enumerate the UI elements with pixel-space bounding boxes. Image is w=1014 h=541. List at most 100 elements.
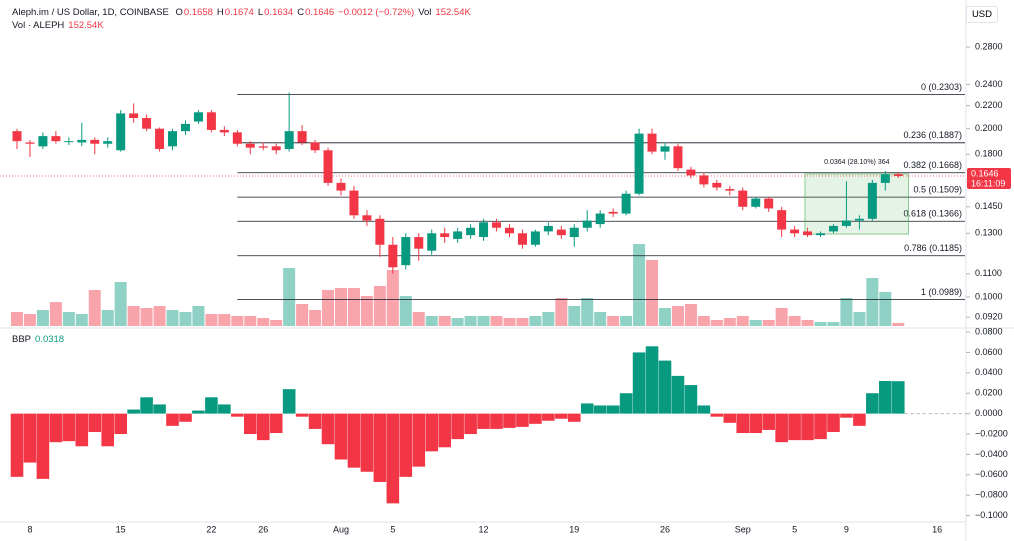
volume-bar <box>892 322 905 326</box>
candle-body <box>349 190 359 216</box>
x-tick-label: 26 <box>660 524 670 534</box>
bbp-bar <box>205 397 218 414</box>
candle-body <box>569 227 579 238</box>
volume-bar <box>335 288 347 326</box>
ohlc-value: 0.1646 <box>305 7 335 18</box>
volume-bar <box>218 314 231 326</box>
bbp-bar <box>218 404 231 414</box>
y-tick-label: 0.0000 <box>975 408 1003 418</box>
bbp-bar <box>334 413 348 460</box>
x-tick-label: 19 <box>569 524 579 534</box>
ohlc-value: 0.1674 <box>224 7 254 18</box>
volume-bar <box>555 298 568 326</box>
volume-bar <box>762 320 775 326</box>
volume-bar <box>11 312 23 326</box>
x-tick-label: 26 <box>258 524 268 534</box>
change: −0.0012 (−0.72%) <box>338 7 415 18</box>
bbp-bar <box>606 405 620 414</box>
bbp-bar <box>736 413 750 433</box>
volume-bar <box>231 316 244 326</box>
y-tick-label: 0.0600 <box>975 347 1003 357</box>
volume-bar <box>542 312 555 326</box>
bbp-bar <box>269 413 283 433</box>
volume-bar <box>360 296 373 326</box>
candle-body <box>77 139 87 143</box>
y-tick-label: 0.1100 <box>975 268 1002 278</box>
bbp-bar <box>490 413 503 429</box>
volume-bar <box>775 308 788 326</box>
ohlc-key: O <box>175 7 183 18</box>
candle-body <box>504 227 514 234</box>
candle-body <box>517 233 527 245</box>
bbp-bar <box>153 404 166 414</box>
bbp-bar <box>451 413 464 440</box>
candle-body <box>271 146 281 151</box>
measure-box <box>804 173 909 235</box>
volume-bar <box>166 310 179 326</box>
bbp-bar <box>88 413 102 432</box>
x-tick-label: 5 <box>390 524 395 534</box>
volume-bar <box>827 322 840 326</box>
candle-body <box>103 141 113 144</box>
volume-bar <box>490 316 503 326</box>
volume-bar <box>114 282 127 326</box>
candle-body <box>530 231 540 245</box>
volume-bar <box>814 322 827 326</box>
x-tick-label: 9 <box>844 524 849 534</box>
bbp-bar <box>775 413 788 443</box>
bbp-bar <box>555 413 568 419</box>
volume-bar <box>62 312 75 326</box>
volume-bar <box>153 306 166 326</box>
candle-body <box>777 210 787 230</box>
bbp-bar <box>308 413 322 429</box>
fib-label: 0.236 (0.1887) <box>903 130 962 140</box>
volume-bar <box>23 314 36 326</box>
volume-bar <box>296 304 309 326</box>
ohlc-key: H <box>216 7 224 18</box>
bbp-bar <box>256 413 270 441</box>
bbp-bar <box>891 381 905 414</box>
volume-bar <box>594 312 607 326</box>
candle-body <box>180 123 190 132</box>
x-tick-label: 15 <box>116 524 126 534</box>
candle-body <box>608 211 618 214</box>
y-tick-label: 0.2200 <box>975 100 1003 110</box>
y-tick-label: 0.1000 <box>975 291 1003 301</box>
candle-body <box>284 131 294 149</box>
volume-bar <box>697 316 710 326</box>
candle-body <box>712 182 722 188</box>
fib-label: 0 (0.2303) <box>921 82 962 92</box>
bbp-bar <box>373 413 387 482</box>
x-tick-label: 16 <box>932 524 942 534</box>
volume-bar <box>801 320 814 326</box>
candle-body <box>440 233 450 238</box>
volume-bar <box>451 318 464 326</box>
currency-button[interactable]: USD <box>965 6 998 23</box>
bbp-bar <box>503 413 516 428</box>
volume-bar <box>347 288 360 326</box>
candle-body <box>686 169 696 176</box>
candle-body <box>647 133 657 152</box>
candle-body <box>375 218 385 245</box>
bbp-bar <box>567 413 581 422</box>
volume-bar <box>101 310 114 326</box>
bbp-bar <box>412 413 426 467</box>
y-tick-label: −0.0400 <box>975 449 1008 459</box>
bbp-bar <box>62 413 76 442</box>
fib-label: 0.5 (0.1509) <box>913 184 962 194</box>
volume-bar <box>866 278 879 326</box>
volume-bar <box>529 316 542 326</box>
y-tick-label: 0.1800 <box>975 149 1003 159</box>
bbp-bar <box>580 403 594 414</box>
bbp-bar <box>671 375 685 414</box>
candle-body <box>621 193 631 214</box>
volume-bar <box>309 310 322 326</box>
bbp-bar <box>49 413 63 443</box>
y-tick-label: 0.2400 <box>975 79 1003 89</box>
y-tick-label: 0.0200 <box>975 388 1003 398</box>
candle-body <box>310 142 320 151</box>
candle-body <box>323 150 333 183</box>
bbp-bar <box>840 413 853 418</box>
candle-body <box>790 229 800 234</box>
candle-body <box>388 244 398 268</box>
